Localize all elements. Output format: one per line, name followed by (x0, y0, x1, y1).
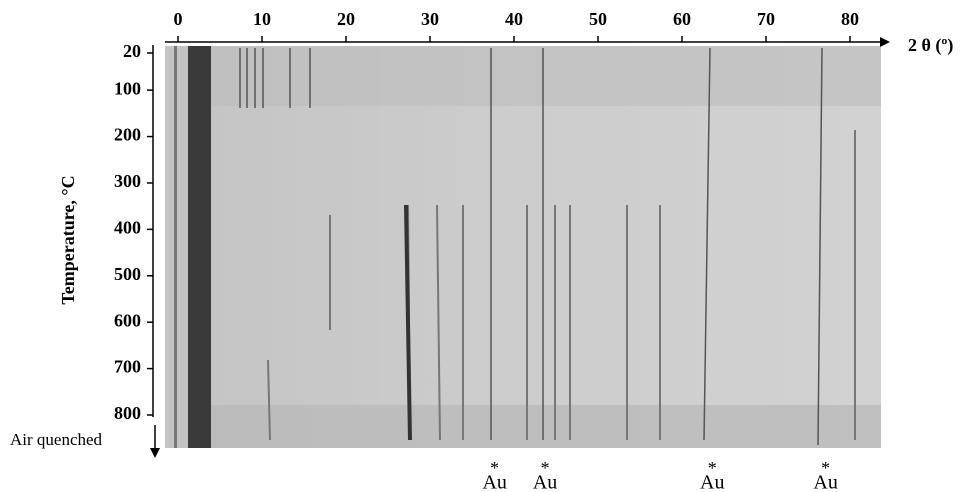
x-tick-label: 10 (253, 9, 271, 29)
y-tick-label: 20 (123, 41, 141, 61)
x-tick-label: 60 (673, 9, 691, 29)
annotation-label: Au (533, 472, 557, 492)
y-tick-label: 200 (114, 125, 141, 145)
annotation-marker: * (708, 458, 717, 478)
annotation-label: Au (813, 472, 837, 492)
time-arrow-head (150, 448, 160, 458)
annotation-marker: * (490, 458, 499, 478)
y-tick-label: 300 (114, 171, 141, 191)
y-tick-label: 500 (114, 264, 141, 284)
bottom-label: Air quenched (10, 430, 103, 449)
x-tick-label: 0 (174, 9, 183, 29)
y-tick-label: 700 (114, 357, 141, 377)
annotation-marker: * (821, 458, 830, 478)
film-image (165, 46, 881, 448)
x-tick-label: 70 (757, 9, 775, 29)
x-tick-label: 40 (505, 9, 523, 29)
annotation-label: Au (700, 472, 724, 492)
x-tick-label: 80 (841, 9, 859, 29)
y-tick-label: 600 (114, 310, 141, 330)
x-tick-label: 20 (337, 9, 355, 29)
y-tick-label: 800 (114, 403, 141, 423)
annotation-label: Au (482, 472, 506, 492)
y-tick-label: 100 (114, 78, 141, 98)
x-tick-label: 30 (421, 9, 439, 29)
x-axis-label: 2 θ (º) (908, 35, 953, 56)
x-tick-label: 50 (589, 9, 607, 29)
y-tick-label: 400 (114, 217, 141, 237)
x-axis-arrow (880, 37, 890, 47)
annotation-marker: * (541, 458, 550, 478)
y-axis-label: Temperature, °C (58, 175, 78, 304)
